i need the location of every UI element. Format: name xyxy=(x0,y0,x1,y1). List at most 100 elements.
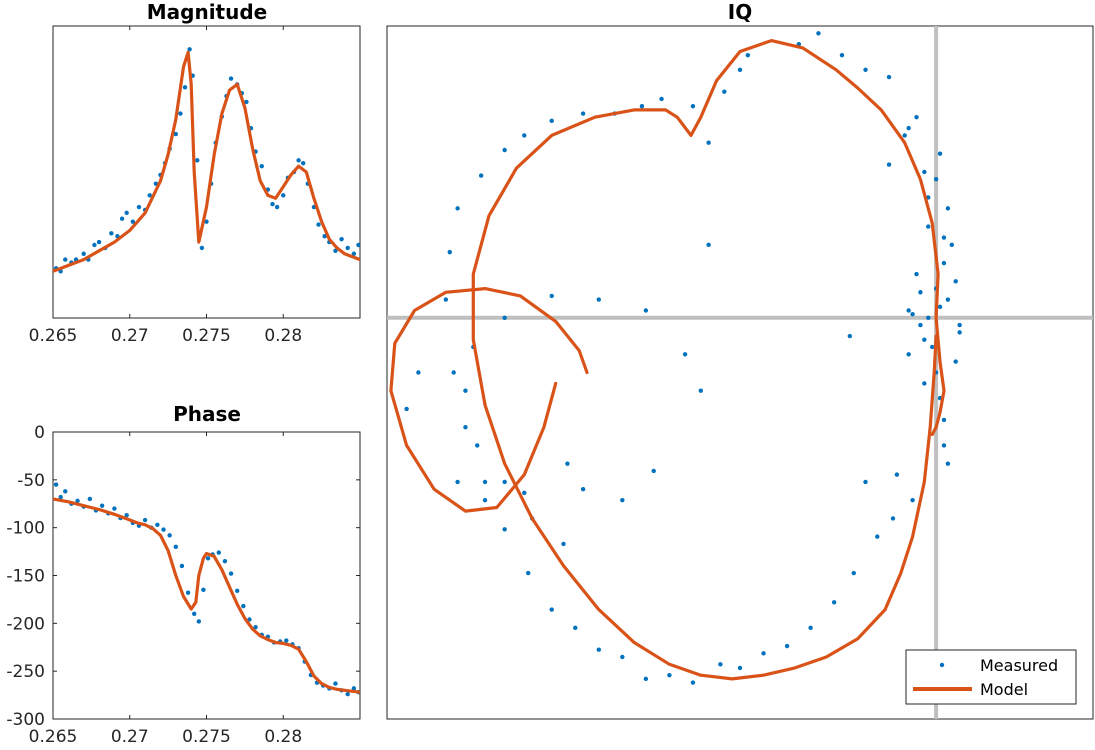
phase-measured-point xyxy=(167,533,172,538)
magnitude-measured-point xyxy=(187,47,192,52)
iq-measured-point xyxy=(918,290,923,295)
magnitude-measured-point xyxy=(173,131,178,137)
iq-measured-point xyxy=(863,67,868,72)
phase-measured-point xyxy=(222,558,228,564)
iq-measured-point xyxy=(926,224,931,229)
magnitude-measured-point xyxy=(316,222,321,227)
phase-ytick-label: -50 xyxy=(17,471,45,491)
iq-measured-point xyxy=(953,359,958,364)
iq-measured-point xyxy=(875,534,880,539)
phase-measured-point xyxy=(87,496,93,502)
iq-measured-point xyxy=(894,472,900,477)
phase-measured-point xyxy=(63,489,68,494)
iq-model-line-1 xyxy=(389,287,589,513)
iq-measured-point xyxy=(745,52,751,58)
phase-ytick-label: -300 xyxy=(6,710,45,730)
iq-measured-point xyxy=(957,330,962,335)
iq-measured-point xyxy=(561,541,566,547)
iq-measured-point xyxy=(455,206,460,211)
phase-xtick-label: 0.28 xyxy=(264,727,302,747)
phase-ytick-label: -150 xyxy=(6,567,45,587)
iq-measured-point xyxy=(906,308,911,313)
iq-measured-point xyxy=(937,151,943,156)
iq-measured-point xyxy=(596,647,601,652)
magnitude-measured-point xyxy=(244,99,249,105)
magnitude-xtick-label: 0.265 xyxy=(29,326,78,346)
iq-measured-point xyxy=(443,297,449,302)
iq-measured-point xyxy=(482,497,488,503)
iq-measured-point xyxy=(659,96,664,102)
iq-measured-point xyxy=(482,479,488,485)
iq-measured-point xyxy=(580,487,586,492)
phase-measured-point xyxy=(185,590,191,595)
phase-measured-point xyxy=(155,522,160,527)
iq-measured-point xyxy=(526,570,531,576)
phase-measured-point xyxy=(205,556,211,561)
phase-measured-point xyxy=(112,506,117,511)
iq-title: IQ xyxy=(728,0,752,24)
phase-measured-point xyxy=(235,588,240,594)
iq-measured-point xyxy=(808,625,813,631)
iq-measured-point xyxy=(706,140,711,145)
magnitude-xtick-label: 0.275 xyxy=(182,326,231,346)
magnitude-measured-point xyxy=(81,251,86,256)
magnitude-measured-point xyxy=(333,248,338,254)
iq-measured-point xyxy=(651,468,656,474)
magnitude-measured-point xyxy=(96,239,102,245)
phase-measured-point xyxy=(124,513,129,518)
magnitude-xtick-label: 0.28 xyxy=(264,326,302,346)
iq-measured-point xyxy=(455,479,460,485)
iq-measured-point xyxy=(698,388,703,393)
iq-measured-point xyxy=(416,370,421,375)
iq-measured-point xyxy=(565,461,570,466)
phase-measured-point xyxy=(216,550,221,555)
iq-measured-point xyxy=(941,443,947,448)
iq-measured-point xyxy=(761,651,766,656)
phase-measured-point xyxy=(351,686,357,691)
iq-measured-point xyxy=(926,315,931,320)
phase-xtick-label: 0.265 xyxy=(29,727,78,747)
magnitude-measured-point xyxy=(281,193,286,198)
phase-measured-point xyxy=(142,517,148,523)
phase-measured-point xyxy=(284,638,289,643)
phase-measured-point xyxy=(53,482,59,487)
iq-measured-point xyxy=(886,74,892,80)
iq-measured-point xyxy=(922,381,927,386)
phase-measured-point xyxy=(345,691,350,697)
legend-measured-label: Measured xyxy=(980,656,1058,675)
iq-measured-point xyxy=(463,388,468,393)
iq-measured-point xyxy=(596,297,601,302)
phase-model-line-0 xyxy=(53,497,360,694)
iq-measured-point xyxy=(847,333,853,339)
iq-measured-point xyxy=(914,271,919,277)
iq-measured-point xyxy=(922,337,927,342)
iq-measured-point xyxy=(906,125,911,131)
iq-measured-point xyxy=(816,31,821,36)
phase-ytick-label: -250 xyxy=(6,662,45,682)
iq-measured-point xyxy=(620,497,625,503)
iq-measured-point xyxy=(937,304,943,310)
phase-measured-point xyxy=(333,681,338,686)
iq-measured-point xyxy=(639,104,645,109)
iq-measured-point xyxy=(910,497,915,503)
magnitude-measured-point xyxy=(136,204,142,210)
iq-measured-point xyxy=(918,322,923,328)
magnitude-measured-point xyxy=(92,242,97,248)
phase-ytick-label: 0 xyxy=(34,423,45,443)
magnitude-measured-point xyxy=(119,216,125,221)
iq-model-line-0 xyxy=(471,38,946,681)
magnitude-measured-point xyxy=(228,76,234,81)
magnitude-measured-point xyxy=(204,219,209,224)
phase-measured-point xyxy=(196,619,202,624)
iq-measured-point xyxy=(463,425,468,430)
iq-measured-point xyxy=(941,417,947,423)
iq-measured-point xyxy=(549,293,554,299)
magnitude-measured-point xyxy=(301,161,306,166)
magnitude-xtick-label: 0.27 xyxy=(111,326,149,346)
iq-measured-point xyxy=(502,315,507,320)
iq-measured-point xyxy=(549,118,554,124)
iq-measured-point xyxy=(953,279,958,284)
iq-measured-point xyxy=(890,516,896,521)
iq-measured-point xyxy=(722,89,727,94)
